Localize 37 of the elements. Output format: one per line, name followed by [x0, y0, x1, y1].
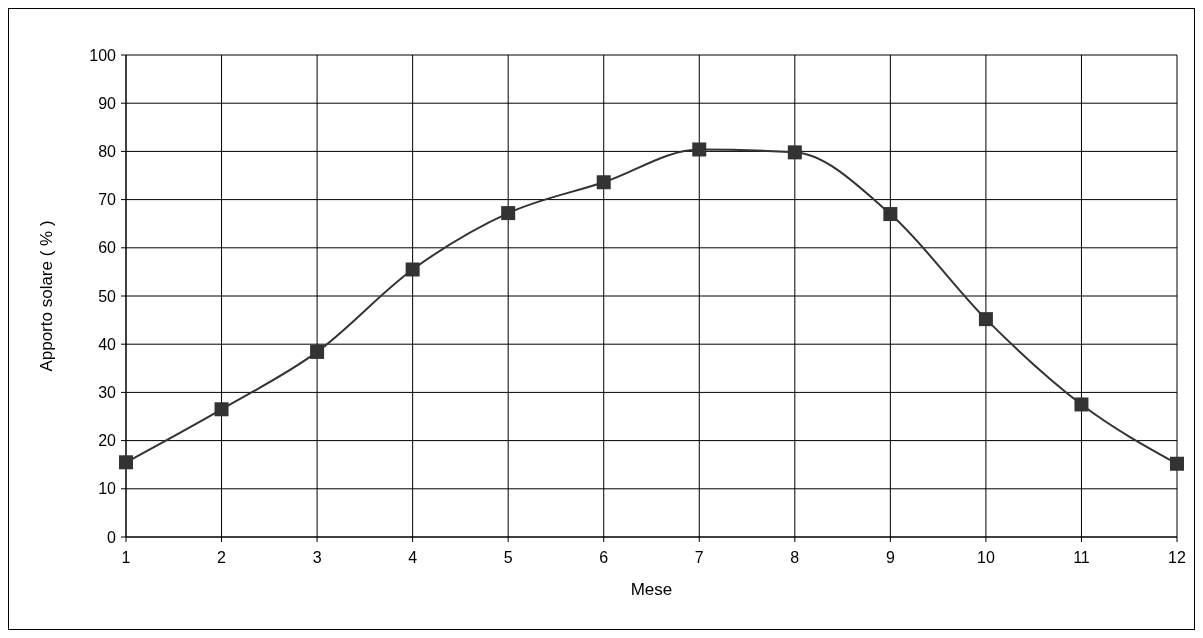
x-tick-label: 10 — [977, 549, 995, 566]
point — [1170, 456, 1184, 471]
x-tick-label: 5 — [503, 549, 513, 566]
point — [883, 207, 898, 222]
point — [405, 262, 420, 277]
x-tick-label: 11 — [1073, 549, 1090, 566]
y-tick-label: 10 — [98, 480, 117, 498]
x-tick-label: 2 — [217, 549, 227, 566]
y-axis-title: Apporto solare ( % ) — [37, 220, 56, 372]
point — [1074, 397, 1089, 412]
y-tick-label: 50 — [98, 287, 117, 305]
x-tick-label: 1 — [121, 549, 131, 566]
y-tick-label: 70 — [98, 191, 117, 209]
point — [214, 402, 229, 417]
y-tick-label: 60 — [98, 239, 117, 257]
x-tick-label: 4 — [408, 549, 418, 566]
point — [692, 142, 707, 157]
y-tick-label: 80 — [98, 143, 117, 160]
x-axis-title: Mese — [630, 580, 673, 599]
y-tick-label: 40 — [98, 335, 117, 353]
point — [119, 455, 133, 470]
x-tick-label: 3 — [312, 549, 322, 566]
point — [596, 175, 611, 190]
x-tick-label: 6 — [599, 549, 609, 566]
point — [978, 312, 993, 327]
y-tick-label: 0 — [107, 528, 117, 546]
y-tick-label: 20 — [98, 432, 117, 450]
x-tick-label: 7 — [694, 549, 704, 566]
x-tick-label: 12 — [1168, 549, 1186, 566]
point — [310, 344, 325, 359]
x-tick-label: 9 — [885, 549, 895, 566]
x-tick-label: 8 — [790, 549, 800, 566]
y-tick-label: 100 — [89, 46, 117, 64]
y-tick-label: 90 — [98, 94, 117, 112]
point — [501, 206, 516, 221]
y-tick-label: 30 — [98, 384, 117, 401]
point — [787, 145, 802, 160]
